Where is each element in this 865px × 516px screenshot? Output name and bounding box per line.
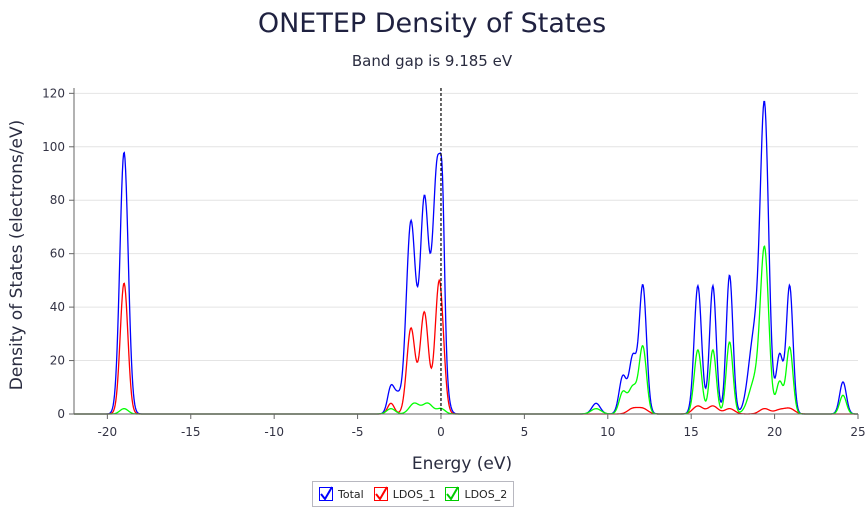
y-tick-label: 0	[57, 407, 65, 421]
plot-area: -20 -15 -10 -5 0 5 10 15 20 25 0 20 40 60 80 100 120	[42, 86, 865, 439]
x-tick-label: -15	[181, 425, 201, 439]
y-tick-label: 80	[50, 193, 65, 207]
legend-item-ldos-1[interactable]: LDOS_1	[373, 486, 436, 501]
legend-label-ldos-2: LDOS_2	[464, 487, 508, 501]
y-tick-label: 20	[50, 354, 65, 368]
legend: Total LDOS_1 LDOS_2	[312, 481, 515, 507]
x-axis-ticks: -20 -15 -10 -5 0 5 10 15 20 25	[98, 414, 865, 439]
legend-label-total: Total	[338, 487, 364, 501]
y-tick-label: 40	[50, 300, 65, 314]
y-tick-label: 120	[42, 86, 65, 100]
x-tick-label: 5	[521, 425, 529, 439]
x-tick-label: 15	[684, 425, 699, 439]
checkbox-icon[interactable]	[445, 486, 460, 501]
plot-background	[74, 88, 858, 414]
x-tick-label: 25	[850, 425, 865, 439]
chart-subtitle: Band gap is 9.185 eV	[352, 52, 513, 70]
x-axis-label: Energy (eV)	[412, 454, 512, 474]
x-tick-label: -20	[98, 425, 118, 439]
x-tick-label: 10	[600, 425, 615, 439]
legend-item-total[interactable]: Total	[319, 486, 364, 501]
axes	[73, 88, 858, 415]
chart-title: ONETEP Density of States	[258, 8, 606, 39]
x-tick-label: 20	[767, 425, 782, 439]
x-tick-label: 0	[437, 425, 445, 439]
y-axis-ticks: 0 20 40 60 80 100 120	[42, 86, 74, 421]
checkbox-icon[interactable]	[319, 486, 333, 501]
legend-label-ldos-1: LDOS_1	[392, 487, 436, 501]
checkbox-icon[interactable]	[373, 486, 388, 501]
x-tick-label: -5	[352, 425, 364, 439]
y-tick-label: 100	[42, 140, 65, 154]
y-tick-label: 60	[50, 247, 65, 261]
y-axis-label: Density of States (electrons/eV)	[7, 120, 27, 390]
legend-item-ldos-2[interactable]: LDOS_2	[445, 486, 508, 501]
x-tick-label: -10	[264, 425, 284, 439]
